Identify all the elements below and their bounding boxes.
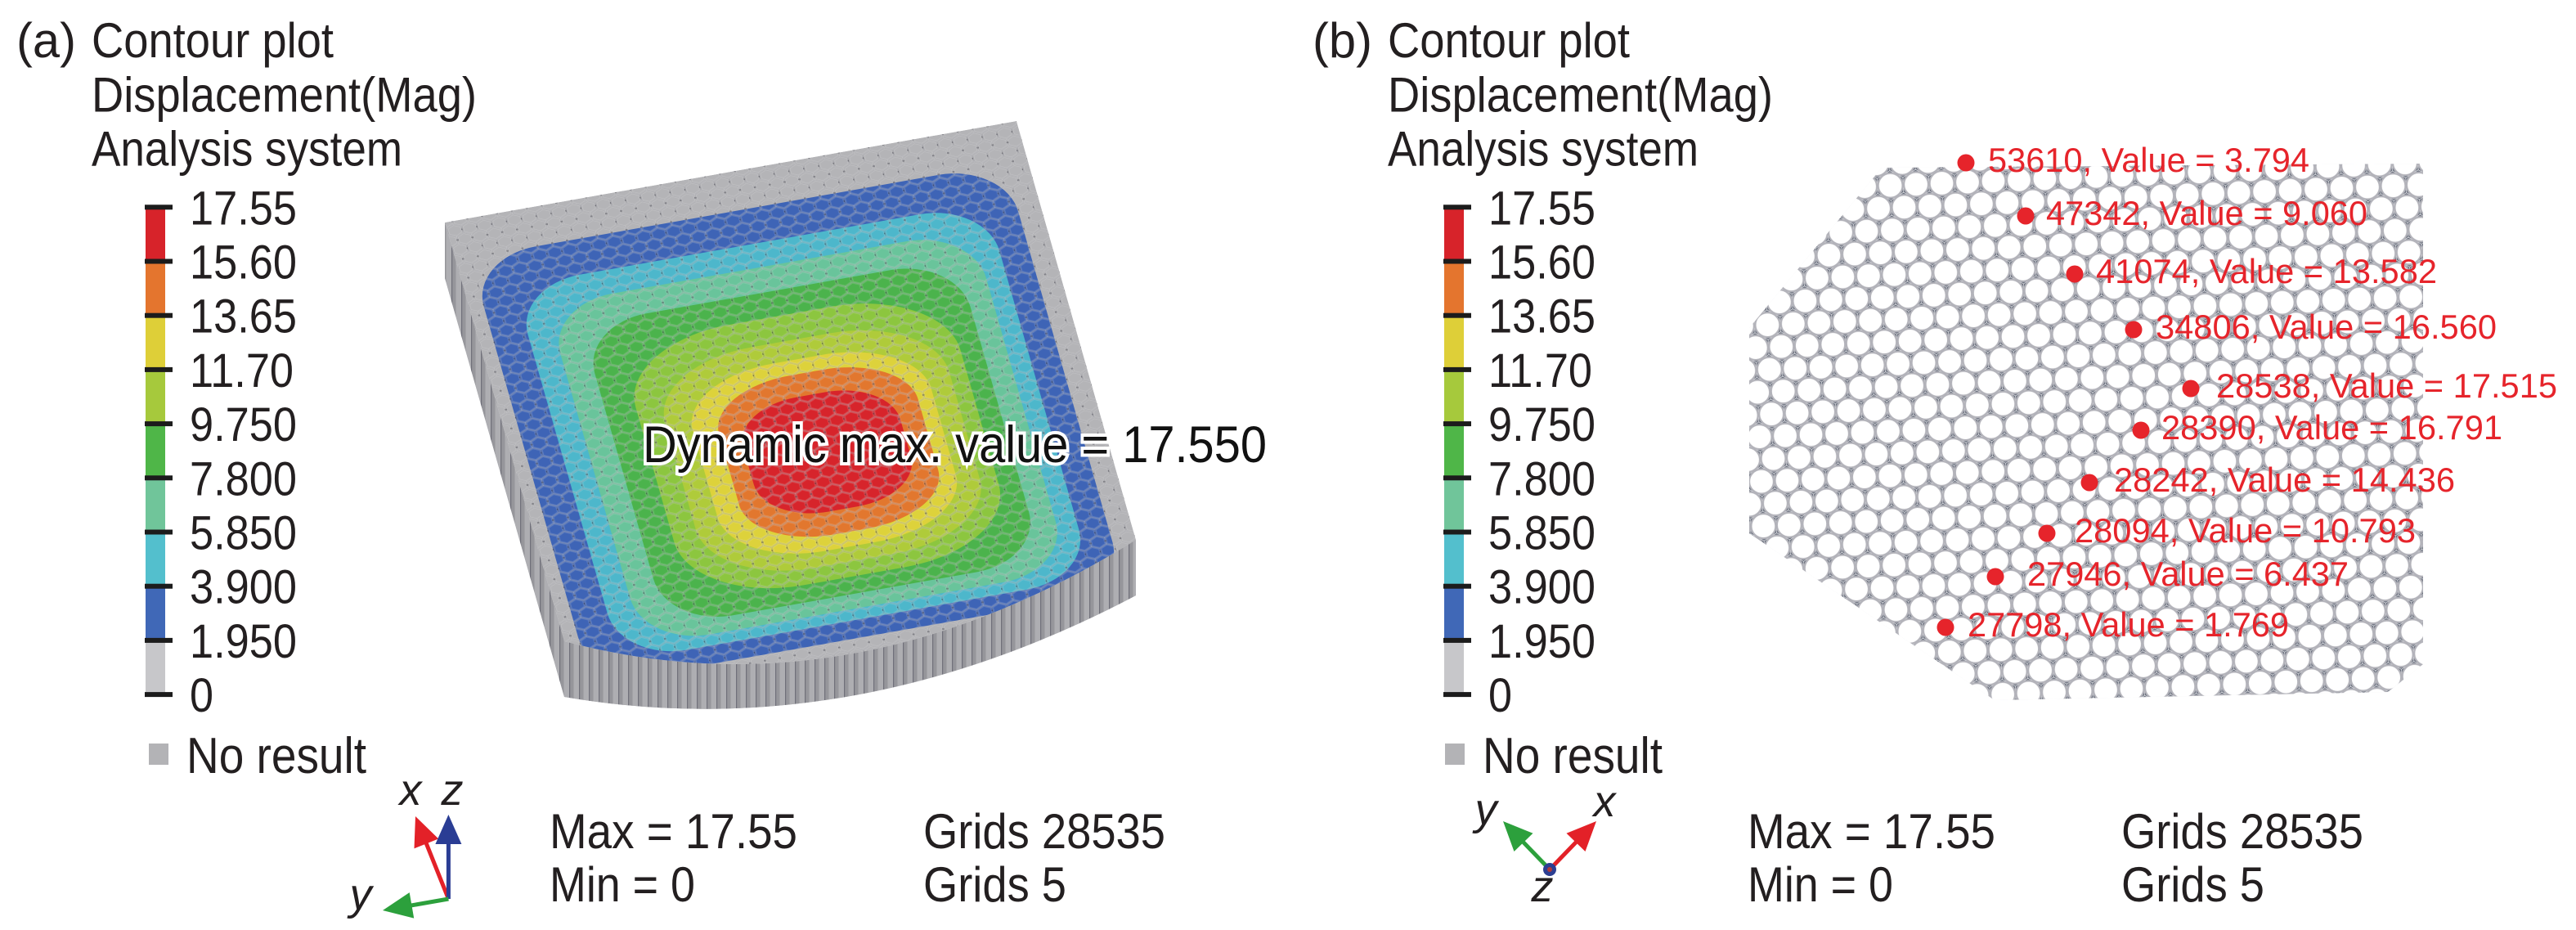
- svg-text:Contour plot: Contour plot: [1388, 13, 1630, 68]
- svg-text:y: y: [1472, 785, 1500, 834]
- svg-text:Max = 17.55: Max = 17.55: [1748, 804, 1995, 859]
- svg-text:15.60: 15.60: [190, 236, 297, 290]
- svg-text:34806, Value = 16.560: 34806, Value = 16.560: [2156, 308, 2497, 346]
- svg-text:47342, Value = 9.060: 47342, Value = 9.060: [2046, 194, 2367, 232]
- svg-text:53610, Value = 3.794: 53610, Value = 3.794: [1988, 141, 2309, 179]
- svg-text:Min = 0: Min = 0: [1748, 857, 1893, 912]
- svg-text:5.850: 5.850: [1488, 507, 1595, 560]
- svg-text:z: z: [441, 766, 464, 815]
- svg-text:Contour plot: Contour plot: [92, 13, 334, 68]
- svg-text:Min = 0: Min = 0: [550, 857, 695, 912]
- svg-text:7.800: 7.800: [1488, 452, 1595, 505]
- svg-text:Grids 28535: Grids 28535: [923, 804, 1165, 859]
- svg-text:1.950: 1.950: [190, 615, 297, 668]
- svg-text:3.900: 3.900: [190, 561, 297, 614]
- svg-text:9.750: 9.750: [190, 398, 297, 452]
- svg-text:No result: No result: [1483, 728, 1663, 784]
- svg-text:28390, Value = 16.791: 28390, Value = 16.791: [2161, 408, 2502, 447]
- svg-text:Grids 5: Grids 5: [923, 857, 1066, 912]
- svg-text:11.70: 11.70: [190, 344, 294, 398]
- svg-text:27798, Value = 1.769: 27798, Value = 1.769: [1968, 605, 2289, 644]
- svg-text:5.850: 5.850: [190, 507, 297, 560]
- svg-text:13.65: 13.65: [190, 290, 297, 344]
- svg-text:28242, Value = 14.436: 28242, Value = 14.436: [2114, 461, 2455, 499]
- svg-text:15.60: 15.60: [1488, 236, 1595, 290]
- svg-text:27946, Value = 6.437: 27946, Value = 6.437: [2027, 555, 2349, 593]
- svg-text:28094, Value = 10.793: 28094, Value = 10.793: [2075, 511, 2416, 550]
- svg-text:Grids 28535: Grids 28535: [2121, 804, 2363, 859]
- svg-text:Displacement(Mag): Displacement(Mag): [1388, 68, 1773, 123]
- svg-text:y: y: [347, 870, 375, 919]
- svg-text:7.800: 7.800: [190, 452, 297, 505]
- svg-text:x: x: [397, 766, 424, 815]
- svg-text:Dynamic max. value = 17.550: Dynamic max. value = 17.550: [643, 416, 1267, 474]
- svg-text:Grids 5: Grids 5: [2121, 857, 2264, 912]
- svg-text:Analysis system: Analysis system: [92, 122, 402, 177]
- svg-text:9.750: 9.750: [1488, 398, 1595, 452]
- svg-text:0: 0: [1488, 669, 1512, 722]
- svg-text:41074, Value = 13.582: 41074, Value = 13.582: [2096, 252, 2437, 290]
- svg-text:17.55: 17.55: [190, 182, 297, 235]
- svg-text:28538, Value = 17.515: 28538, Value = 17.515: [2216, 366, 2557, 405]
- svg-text:Displacement(Mag): Displacement(Mag): [92, 68, 477, 123]
- svg-text:Max = 17.55: Max = 17.55: [550, 804, 797, 859]
- svg-text:No result: No result: [186, 728, 366, 784]
- svg-text:(b): (b): [1313, 13, 1372, 68]
- svg-text:z: z: [1531, 862, 1554, 911]
- svg-text:(a): (a): [16, 13, 76, 68]
- svg-text:1.950: 1.950: [1488, 615, 1595, 668]
- svg-text:3.900: 3.900: [1488, 561, 1595, 614]
- svg-text:13.65: 13.65: [1488, 290, 1595, 344]
- svg-text:0: 0: [190, 669, 213, 722]
- svg-text:11.70: 11.70: [1488, 344, 1592, 398]
- svg-text:x: x: [1591, 777, 1618, 826]
- svg-text:Analysis system: Analysis system: [1388, 122, 1699, 177]
- svg-text:17.55: 17.55: [1488, 182, 1595, 235]
